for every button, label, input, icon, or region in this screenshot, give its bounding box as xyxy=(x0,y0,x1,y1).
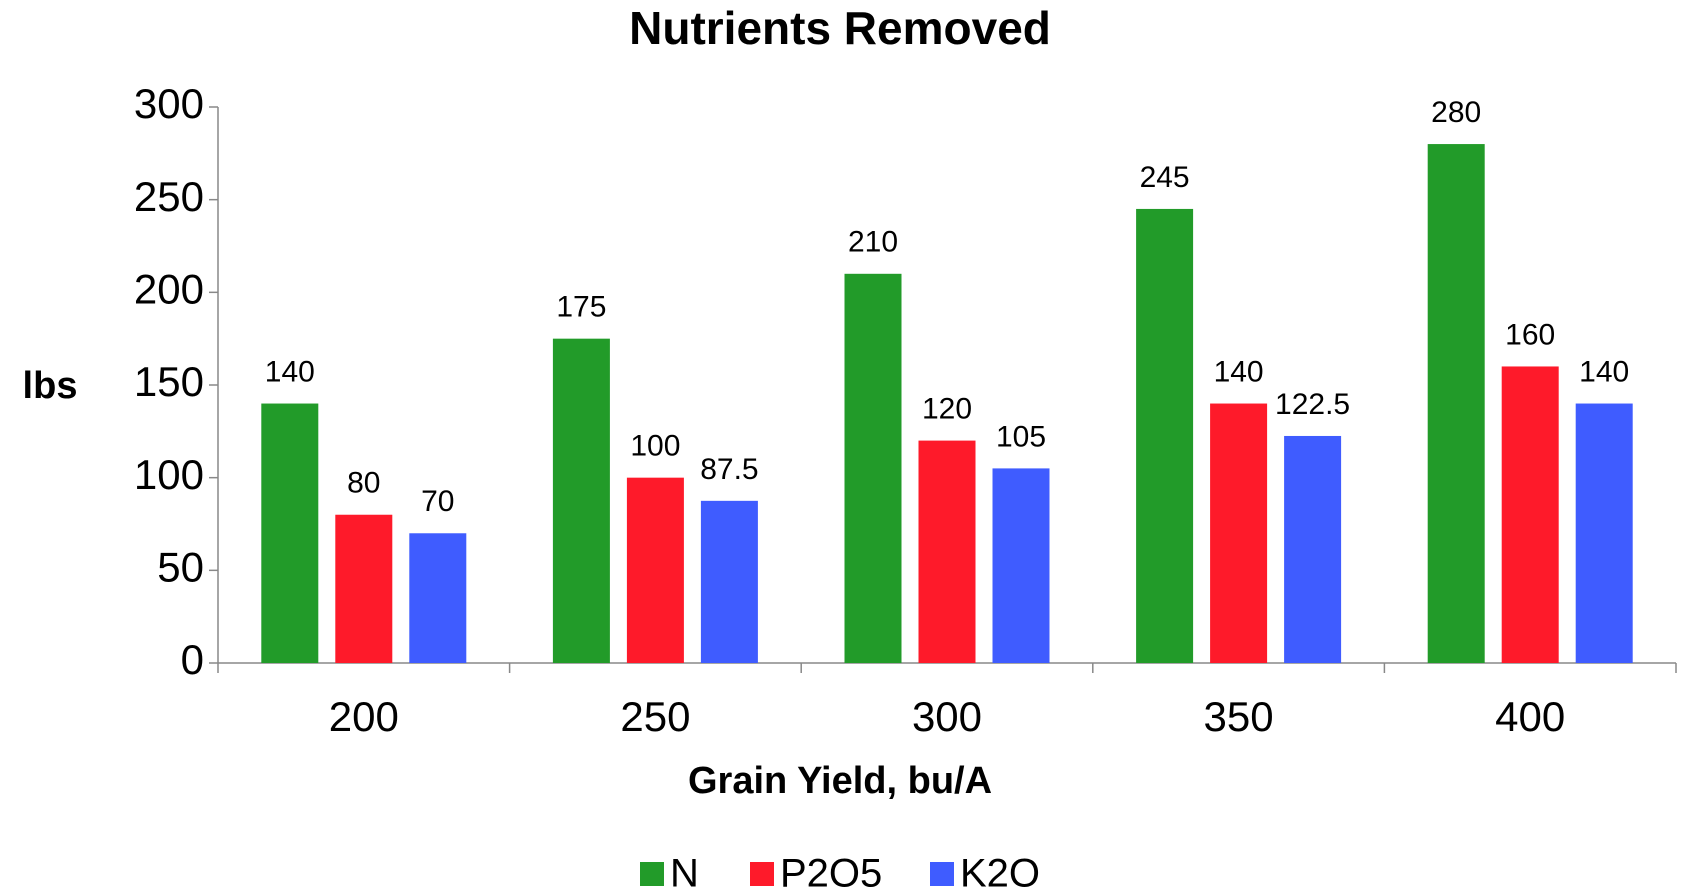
bar xyxy=(1210,403,1268,663)
data-label: 210 xyxy=(848,226,898,259)
x-tick-label: 400 xyxy=(1495,693,1565,740)
data-label: 70 xyxy=(421,485,454,518)
data-label: 140 xyxy=(1579,355,1629,388)
bar xyxy=(626,477,684,663)
y-tick-label: 200 xyxy=(134,265,204,312)
data-label: 140 xyxy=(1214,355,1264,388)
data-label: 87.5 xyxy=(700,453,758,486)
y-tick-label: 100 xyxy=(134,451,204,498)
data-label: 140 xyxy=(265,355,315,388)
bar xyxy=(552,338,610,663)
legend-label: N xyxy=(670,852,699,894)
legend-swatch xyxy=(640,862,664,886)
x-tick-label: 200 xyxy=(329,693,399,740)
y-tick-label: 0 xyxy=(181,636,204,683)
legend-swatch xyxy=(750,862,774,886)
data-label: 105 xyxy=(996,420,1046,453)
x-axis-title: Grain Yield, bu/A xyxy=(688,760,992,802)
bar xyxy=(1136,208,1194,663)
chart-title: Nutrients Removed xyxy=(629,2,1051,54)
bar xyxy=(844,273,902,663)
bar xyxy=(1575,403,1633,663)
bar xyxy=(261,403,319,663)
bar xyxy=(409,533,467,663)
data-label: 160 xyxy=(1505,318,1555,351)
x-tick-label: 250 xyxy=(620,693,690,740)
y-tick-label: 150 xyxy=(134,358,204,405)
data-label: 100 xyxy=(630,430,680,463)
data-label: 280 xyxy=(1431,96,1481,129)
y-tick-label: 250 xyxy=(134,173,204,220)
data-label: 120 xyxy=(922,393,972,426)
data-label: 175 xyxy=(556,291,606,324)
y-axis-title: lbs xyxy=(23,365,78,407)
y-tick-label: 50 xyxy=(157,543,204,590)
legend-label: P2O5 xyxy=(780,852,882,894)
bar xyxy=(992,468,1050,663)
bar xyxy=(918,440,976,663)
bar xyxy=(1501,366,1559,663)
bar xyxy=(335,514,393,663)
y-tick-label: 300 xyxy=(134,80,204,127)
bar xyxy=(1284,435,1342,663)
legend-swatch xyxy=(930,862,954,886)
bar xyxy=(700,500,758,663)
bar xyxy=(1427,144,1485,664)
x-tick-label: 350 xyxy=(1204,693,1274,740)
data-label: 245 xyxy=(1140,161,1190,194)
data-label: 80 xyxy=(347,467,380,500)
x-tick-label: 300 xyxy=(912,693,982,740)
legend-label: K2O xyxy=(960,852,1040,894)
data-label: 122.5 xyxy=(1275,388,1350,421)
